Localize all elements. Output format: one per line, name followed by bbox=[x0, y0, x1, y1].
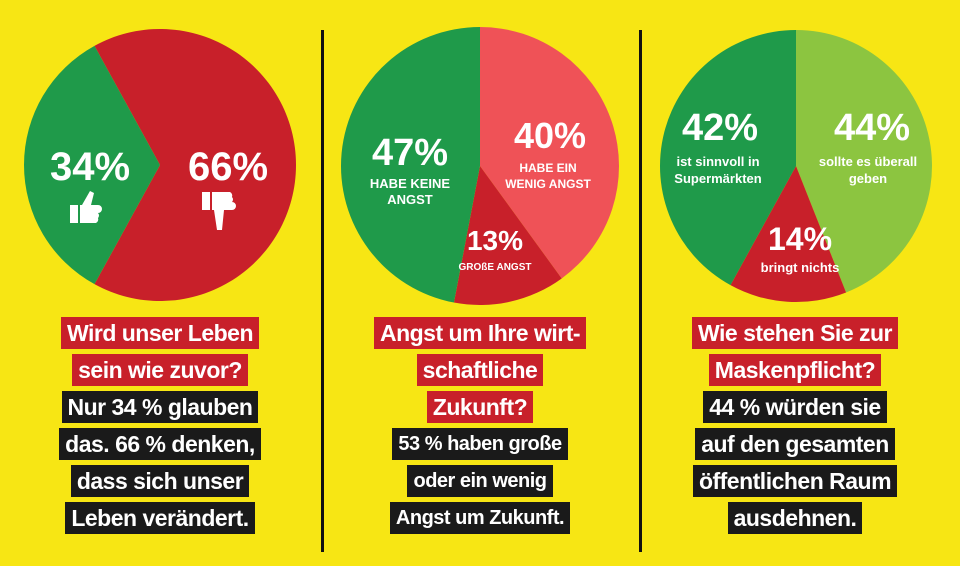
column-divider bbox=[639, 30, 642, 552]
slice-sub: ANGST bbox=[387, 192, 433, 207]
pie-slice bbox=[660, 30, 796, 286]
column-leben: Wird unser Leben sein wie zuvor? Nur 34 … bbox=[10, 317, 310, 539]
question-line: Wird unser Leben bbox=[60, 317, 260, 349]
slice-label: 66% bbox=[188, 145, 268, 189]
answer-line: Leben verändert. bbox=[65, 502, 255, 534]
column-angst: Angst um Ihre wirt- schaftliche Zukunft?… bbox=[330, 317, 630, 539]
slice-label: 47% bbox=[372, 132, 448, 174]
slice-label: 44% bbox=[834, 107, 910, 149]
pie-maske bbox=[660, 30, 933, 303]
column-maske: Wie stehen Sie zur Maskenpflicht? 44 % w… bbox=[645, 317, 945, 539]
slice-sub: ist sinnvoll in bbox=[676, 154, 759, 169]
pie-charts: 34% 66% 47% HABE KEINE ANGST 40% HABE EI… bbox=[24, 27, 933, 306]
slice-label: 14% bbox=[768, 221, 832, 257]
slice-sub: HABE EIN bbox=[519, 161, 576, 175]
slice-label: 40% bbox=[514, 115, 586, 156]
column-divider bbox=[321, 30, 324, 552]
answer-line: Nur 34 % glauben bbox=[61, 391, 259, 423]
slice-sub: geben bbox=[849, 171, 887, 186]
slice-sub: Supermärkten bbox=[674, 171, 761, 186]
pie-slice bbox=[340, 27, 480, 303]
slice-sub: GROßE ANGST bbox=[459, 262, 532, 273]
pie-slice bbox=[453, 166, 562, 306]
pie-slice bbox=[730, 166, 847, 303]
question-line: sein wie zuvor? bbox=[72, 354, 248, 386]
slice-sub: sollte es überall bbox=[819, 154, 917, 169]
slice-label: 34% bbox=[50, 145, 130, 189]
question-line: Maskenpflicht? bbox=[708, 354, 882, 386]
pie-angst bbox=[340, 27, 620, 306]
answer-line: öffentlichen Raum bbox=[692, 465, 898, 497]
slice-sub: WENIG ANGST bbox=[505, 177, 591, 191]
thumbs-down-icon bbox=[202, 192, 236, 230]
slice-label: 42% bbox=[682, 107, 758, 149]
answer-line: oder ein wenig bbox=[407, 465, 553, 497]
pie-slice bbox=[24, 45, 161, 285]
pie-leben bbox=[24, 29, 297, 301]
answer-line: 53 % haben große bbox=[392, 428, 568, 460]
pie-slice bbox=[94, 29, 297, 301]
pie-labels: 34% 66% 47% HABE KEINE ANGST 40% HABE EI… bbox=[50, 107, 917, 275]
question-line: Angst um Ihre wirt- bbox=[373, 317, 587, 349]
slice-sub: HABE KEINE bbox=[370, 176, 451, 191]
slice-label: 13% bbox=[467, 225, 523, 256]
answer-line: dass sich unser bbox=[70, 465, 250, 497]
question-line: schaftliche bbox=[416, 354, 544, 386]
question-line: Zukunft? bbox=[426, 391, 534, 423]
answer-line: das. 66 % denken, bbox=[59, 428, 261, 460]
question-line: Wie stehen Sie zur bbox=[691, 317, 898, 349]
answer-line: Angst um Zukunft. bbox=[389, 502, 571, 534]
answer-line: 44 % würden sie bbox=[703, 391, 887, 423]
slice-sub: bringt nichts bbox=[761, 260, 840, 275]
pie-slice bbox=[796, 30, 933, 293]
answer-line: ausdehnen. bbox=[727, 502, 863, 534]
answer-line: auf den gesamten bbox=[695, 428, 895, 460]
thumbs-up-icon bbox=[70, 191, 102, 223]
pie-slice bbox=[480, 27, 620, 279]
